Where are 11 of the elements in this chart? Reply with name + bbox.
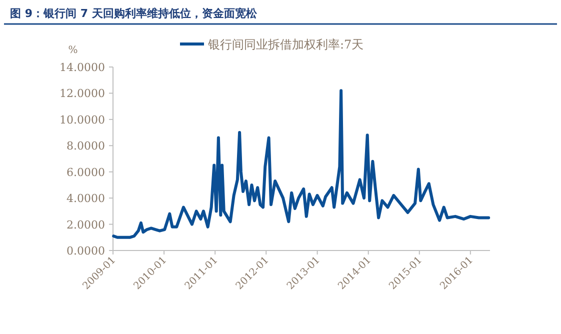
chart-title: 图 9：银行间 7 天回购利率维持低位，资金面宽松	[10, 7, 258, 20]
y-tick-label: 12.0000	[60, 87, 105, 100]
legend: 银行间同业拆借加权利率:7天	[180, 38, 364, 52]
y-tick-label: 4.0000	[66, 192, 105, 206]
y-tick-label: 8.0000	[66, 140, 105, 153]
y-tick-label: 10.0000	[60, 113, 105, 126]
y-axis-title: %	[68, 45, 78, 56]
y-tick-label: 2.0000	[66, 218, 105, 232]
y-tick-label: 14.0000	[60, 61, 105, 74]
y-tick-label: 0.0000	[66, 244, 105, 258]
y-tick-label: 6.0000	[66, 166, 105, 179]
